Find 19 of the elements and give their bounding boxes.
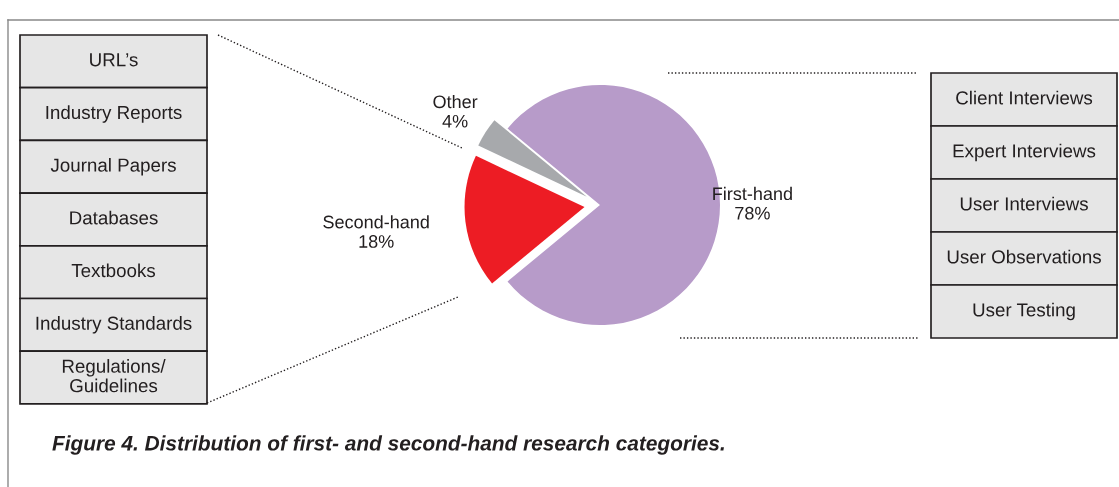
data-label: 78% — [735, 206, 770, 220]
text: Textbooks — [71, 263, 156, 278]
data-label: 18% — [359, 235, 394, 248]
text: Client Interviews — [956, 90, 1093, 105]
data-label: 4% — [442, 114, 468, 128]
text: User Observations — [947, 249, 1101, 264]
slice-label: First-hand — [713, 186, 792, 201]
slice-label: Second-hand — [323, 215, 429, 229]
text: Databases — [70, 210, 158, 225]
caption: Figure 4. Distribution of first- and second-hand research categories. — [52, 435, 724, 455]
text: URL’s — [90, 53, 138, 67]
text: Industry Standards — [36, 316, 192, 334]
text: Industry Reports — [46, 105, 182, 123]
text: Regulations/ Guidelines — [62, 359, 166, 393]
slice-label: Other — [433, 94, 478, 109]
text: Expert Interviews — [953, 143, 1096, 162]
text: User Testing — [973, 302, 1075, 321]
text: User Interviews — [960, 196, 1088, 211]
text: Journal Papers — [50, 158, 176, 176]
